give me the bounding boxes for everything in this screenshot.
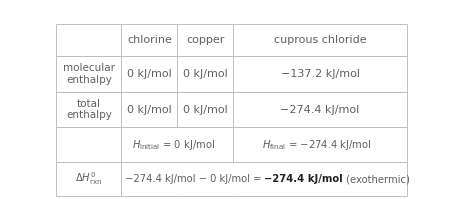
Text: total
enthalpy: total enthalpy <box>66 99 111 120</box>
Bar <box>177 92 233 127</box>
Bar <box>233 162 406 196</box>
Text: −137.2 kJ/mol: −137.2 kJ/mol <box>280 69 359 79</box>
Text: −274.4 kJ/mol: −274.4 kJ/mol <box>264 174 342 184</box>
Text: 0 kJ/mol: 0 kJ/mol <box>183 69 227 79</box>
Text: −274.4 kJ/mol: −274.4 kJ/mol <box>280 105 359 115</box>
Bar <box>56 127 121 162</box>
Text: −274.4 kJ/mol − 0 kJ/mol =: −274.4 kJ/mol − 0 kJ/mol = <box>124 174 264 184</box>
Bar <box>121 162 406 196</box>
Bar <box>121 127 177 162</box>
Text: $\Delta H^0_{\rm rxn}$: $\Delta H^0_{\rm rxn}$ <box>75 171 102 187</box>
Text: (exothermic): (exothermic) <box>342 174 409 184</box>
Text: $H_{\rm initial}$ = 0 kJ/mol: $H_{\rm initial}$ = 0 kJ/mol <box>132 138 215 152</box>
Bar <box>177 56 233 92</box>
Bar <box>177 127 233 162</box>
Text: $H_{\rm final}$ = −274.4 kJ/mol: $H_{\rm final}$ = −274.4 kJ/mol <box>261 138 371 152</box>
Text: 0 kJ/mol: 0 kJ/mol <box>183 105 227 115</box>
Bar <box>121 162 177 196</box>
Bar <box>56 24 121 56</box>
Text: 0 kJ/mol: 0 kJ/mol <box>127 105 171 115</box>
Bar <box>233 92 406 127</box>
Text: molecular
enthalpy: molecular enthalpy <box>63 63 115 85</box>
Text: copper: copper <box>186 35 224 45</box>
Text: chlorine: chlorine <box>127 35 171 45</box>
Bar <box>121 56 177 92</box>
Bar <box>56 56 121 92</box>
Bar <box>121 92 177 127</box>
Text: cuprous chloride: cuprous chloride <box>273 35 366 45</box>
Text: 0 kJ/mol: 0 kJ/mol <box>127 69 171 79</box>
Bar <box>233 127 406 162</box>
Bar <box>56 162 121 196</box>
Bar <box>177 24 233 56</box>
Bar <box>121 24 177 56</box>
Bar <box>177 162 233 196</box>
Bar <box>233 24 406 56</box>
Bar <box>121 127 233 162</box>
Bar <box>233 56 406 92</box>
Bar <box>56 92 121 127</box>
